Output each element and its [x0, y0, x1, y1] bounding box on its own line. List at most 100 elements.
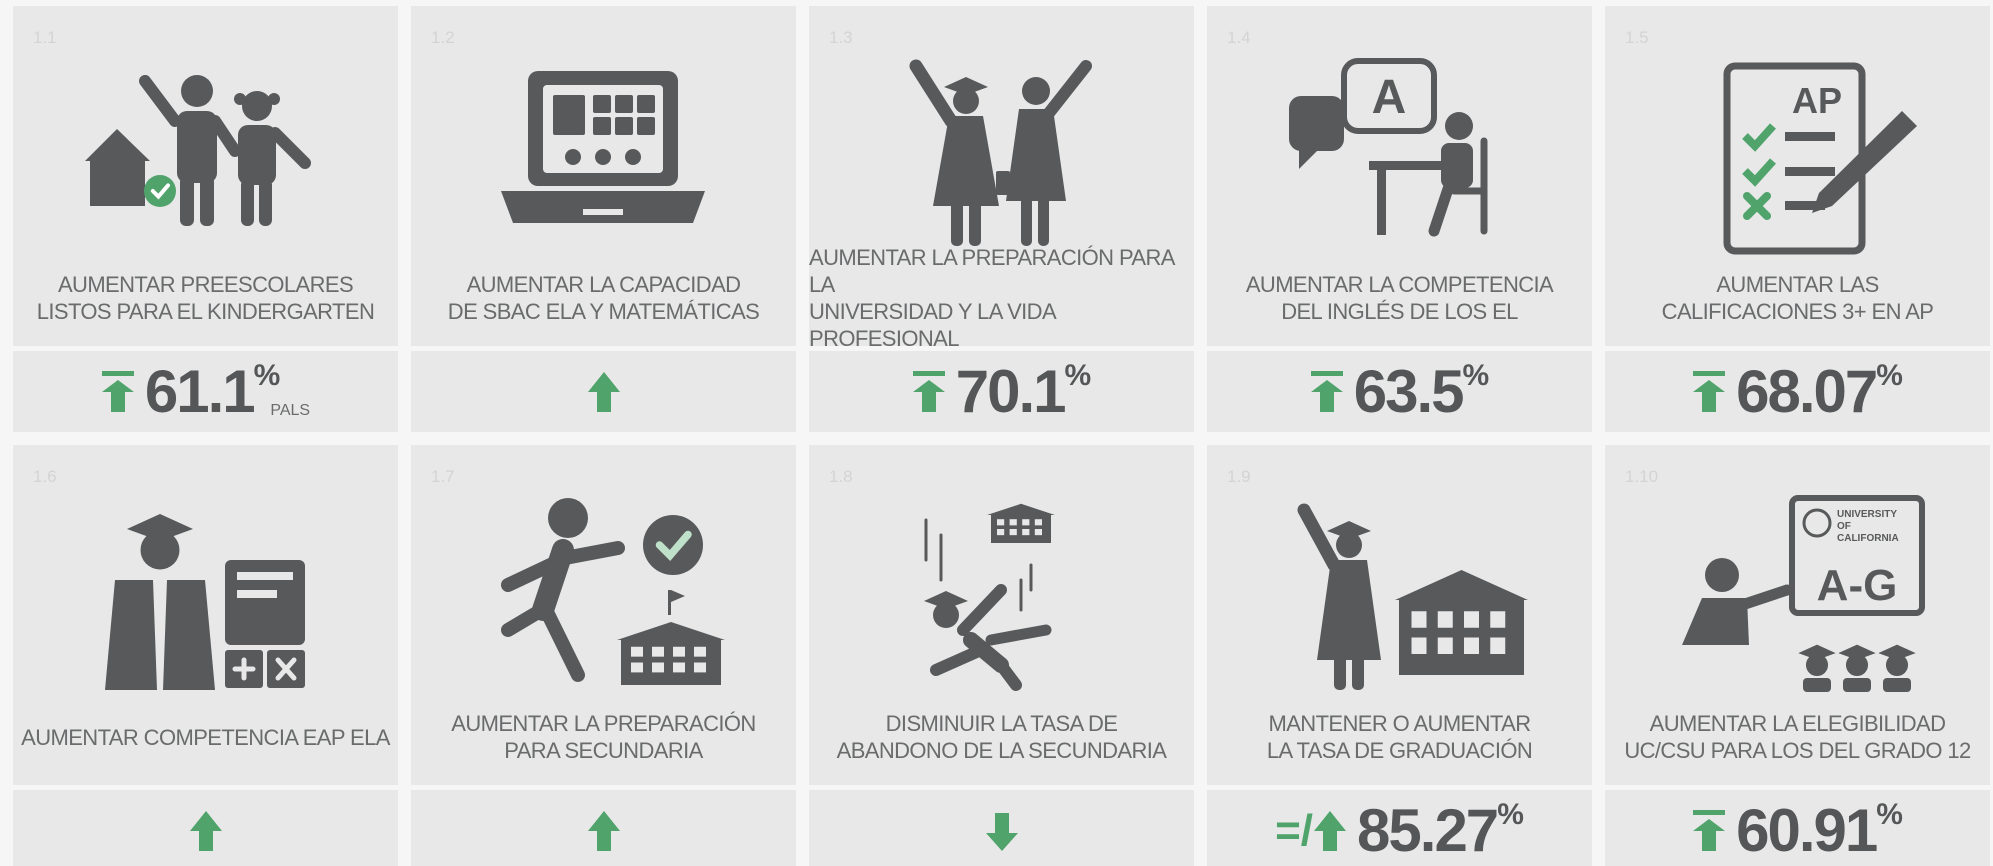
card-stat: 61.1% PALS — [13, 351, 398, 432]
icon-shape — [671, 590, 685, 602]
icon-shape — [225, 560, 305, 645]
card-top: 1.5 AP AUMENTAR LAS CALIFICACIONES 3+ EN AP — [1605, 6, 1990, 346]
icon-shape — [951, 201, 963, 246]
icon-shape — [140, 530, 180, 570]
icon-shape — [101, 379, 134, 412]
icon-shape — [1743, 192, 1771, 220]
card-stat — [809, 790, 1194, 866]
stat-unit: % — [1462, 359, 1490, 392]
icon — [501, 71, 705, 223]
icon-shape — [617, 622, 725, 640]
icon-shape — [209, 115, 241, 157]
icon-text: CALIFORNIA — [1837, 533, 1899, 544]
title-line: PARA SECUNDARIA — [504, 738, 703, 763]
icon-shape — [1327, 521, 1371, 539]
trend-arrow — [1693, 809, 1726, 851]
icon-shape — [259, 179, 272, 226]
stat-unit: % — [1876, 798, 1903, 831]
card-top: 1.3 AUMENTAR LA PREPARACIÓN PARA LA UNIVER… — [809, 6, 1194, 351]
icon-shape — [1334, 655, 1346, 690]
icon-shape — [1437, 611, 1453, 628]
stat-unit: % — [1064, 359, 1092, 392]
icon-shape — [181, 75, 213, 107]
icon — [909, 59, 1092, 246]
icon-shape — [189, 810, 222, 851]
card-title: AUMENTAR LA PREPARACIÓN PARA LA UNIVERSID… — [809, 245, 1194, 351]
trend-arrow — [912, 370, 945, 412]
icon-shape — [631, 646, 643, 657]
icon-shape — [969, 201, 981, 246]
icon-shape — [1034, 519, 1042, 526]
icon-shape — [987, 503, 1055, 515]
icon-shape — [637, 95, 655, 113]
icon-shape — [652, 662, 664, 673]
icon-shape — [985, 624, 1052, 646]
icon-shape — [1021, 196, 1032, 246]
card-number: 1.4 — [1227, 28, 1251, 47]
icon-shape — [1336, 532, 1362, 558]
icon-shape — [234, 93, 246, 105]
icon-shape — [127, 514, 193, 541]
icon-shape — [1009, 529, 1017, 536]
card-stat: =/ 85.27% — [1207, 790, 1592, 866]
title-line: AUMENTAR PREESCOLARES — [57, 272, 354, 297]
icon-shape — [997, 529, 1005, 536]
icon-shape — [1395, 570, 1528, 600]
icon-shape — [1299, 149, 1319, 169]
icon-shape — [1812, 111, 1917, 213]
icon-shape — [1490, 611, 1506, 628]
icon-shape — [565, 149, 581, 165]
icon-shape — [180, 176, 194, 226]
icon-shape — [1038, 196, 1049, 246]
title-line: MANTENER O AUMENTAR — [1268, 711, 1532, 736]
icon-shape — [1317, 560, 1381, 660]
icon-shape — [673, 662, 685, 673]
icon-shape — [694, 662, 706, 673]
stat-note: PALS — [270, 402, 311, 419]
icon-shape — [1411, 637, 1427, 654]
icon-shape — [1411, 611, 1427, 628]
icon-shape — [1034, 529, 1042, 536]
trend-arrow — [1693, 370, 1726, 412]
card-top: 1.10 UNIVERSITY OF CALIFORNIA A-G AUMENTAR LA… — [1605, 445, 1990, 785]
icon — [85, 75, 311, 226]
stat-unit: % — [1497, 798, 1524, 831]
icon-shape — [997, 519, 1005, 526]
icon-shape — [558, 541, 625, 565]
stat-value: 85.27 — [1357, 797, 1499, 864]
icon-shape — [1022, 529, 1030, 536]
title-line: LA TASA DE GRADUACIÓN — [1266, 738, 1533, 763]
card-stat: 68.07% — [1605, 351, 1990, 432]
icon-shape — [1789, 495, 1925, 616]
icon-shape — [1289, 96, 1344, 151]
icon-text: AP — [1792, 80, 1842, 121]
icon-shape — [625, 149, 641, 165]
card-stat: 70.1% — [809, 351, 1194, 432]
icon-shape — [1310, 379, 1343, 412]
icon-shape — [1693, 818, 1726, 851]
stat-value: 68.07 — [1736, 358, 1878, 425]
icon-shape — [1682, 598, 1749, 645]
card-number: 1.10 — [1625, 467, 1659, 486]
icon-shape — [501, 191, 705, 223]
title-line: AUMENTAR LA ELEGIBILIDAD — [1649, 711, 1946, 736]
icon-shape — [996, 171, 1010, 195]
icon-shape — [200, 176, 214, 226]
card-title: AUMENTAR LA CAPACIDAD DE SBAC ELA Y MATEM… — [411, 268, 796, 328]
icon-shape — [101, 370, 134, 376]
title-line: UNIVERSIDAD Y LA VIDA PROFESIONAL — [809, 299, 1055, 351]
icon-shape — [985, 812, 1018, 851]
icon-shape — [924, 591, 968, 609]
icon-shape — [241, 179, 254, 226]
icon-shape — [637, 117, 655, 135]
icon-shape — [595, 149, 611, 165]
card-stat — [411, 790, 796, 866]
icon-shape — [1798, 644, 1836, 660]
icon-shape — [694, 646, 706, 657]
stat-value: 70.1 — [955, 358, 1067, 425]
icon-shape — [1803, 678, 1831, 692]
icon-shape — [144, 175, 176, 207]
icon: A — [1289, 58, 1488, 237]
icon-shape — [944, 77, 988, 95]
